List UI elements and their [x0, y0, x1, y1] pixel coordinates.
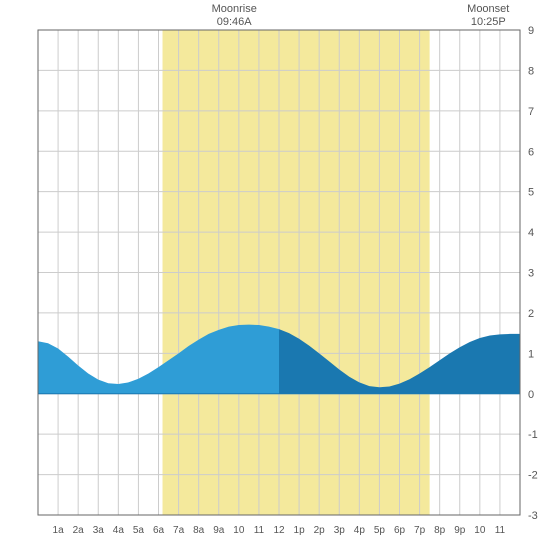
- x-tick-label: 4p: [354, 525, 366, 536]
- x-tick-label: 6p: [394, 525, 406, 536]
- y-tick-label: -1: [528, 429, 538, 441]
- moonrise-time: 09:46A: [217, 16, 253, 28]
- x-tick-label: 10: [474, 525, 486, 536]
- y-tick-label: 2: [528, 308, 534, 320]
- x-tick-label: 7p: [414, 525, 426, 536]
- y-tick-label: 3: [528, 268, 534, 280]
- x-tick-label: 2p: [314, 525, 326, 536]
- y-tick-label: 8: [528, 65, 534, 77]
- x-tick-label: 11: [254, 525, 265, 536]
- x-tick-label: 10: [233, 525, 245, 536]
- x-tick-label: 1p: [294, 525, 306, 536]
- x-tick-label: 12: [273, 525, 285, 536]
- x-tick-label: 5p: [374, 525, 386, 536]
- tide-chart: -3-2-101234567891a2a3a4a5a6a7a8a9a101112…: [0, 0, 550, 550]
- x-tick-label: 9p: [454, 525, 466, 536]
- x-tick-label: 5a: [133, 525, 145, 536]
- x-tick-label: 11: [495, 525, 506, 536]
- y-tick-label: 7: [528, 106, 534, 118]
- x-tick-label: 3p: [334, 525, 346, 536]
- x-tick-label: 7a: [173, 525, 185, 536]
- y-tick-label: 4: [528, 227, 534, 239]
- y-tick-label: 9: [528, 25, 534, 37]
- y-tick-label: 1: [528, 348, 534, 360]
- moonrise-label: Moonrise: [212, 3, 257, 15]
- x-tick-label: 8p: [434, 525, 446, 536]
- y-tick-label: 5: [528, 187, 534, 199]
- x-tick-label: 8a: [193, 525, 205, 536]
- moonset-label: Moonset: [467, 3, 509, 15]
- x-tick-label: 1a: [53, 525, 65, 536]
- y-tick-label: 0: [528, 389, 534, 401]
- x-tick-label: 6a: [153, 525, 165, 536]
- x-tick-label: 9a: [213, 525, 225, 536]
- moonset-time: 10:25P: [471, 16, 506, 28]
- y-tick-label: 6: [528, 146, 534, 158]
- x-tick-label: 3a: [93, 525, 105, 536]
- y-tick-label: -2: [528, 470, 538, 482]
- chart-svg: -3-2-101234567891a2a3a4a5a6a7a8a9a101112…: [0, 0, 550, 550]
- x-tick-label: 2a: [73, 525, 85, 536]
- x-tick-label: 4a: [113, 525, 125, 536]
- y-tick-label: -3: [528, 510, 538, 522]
